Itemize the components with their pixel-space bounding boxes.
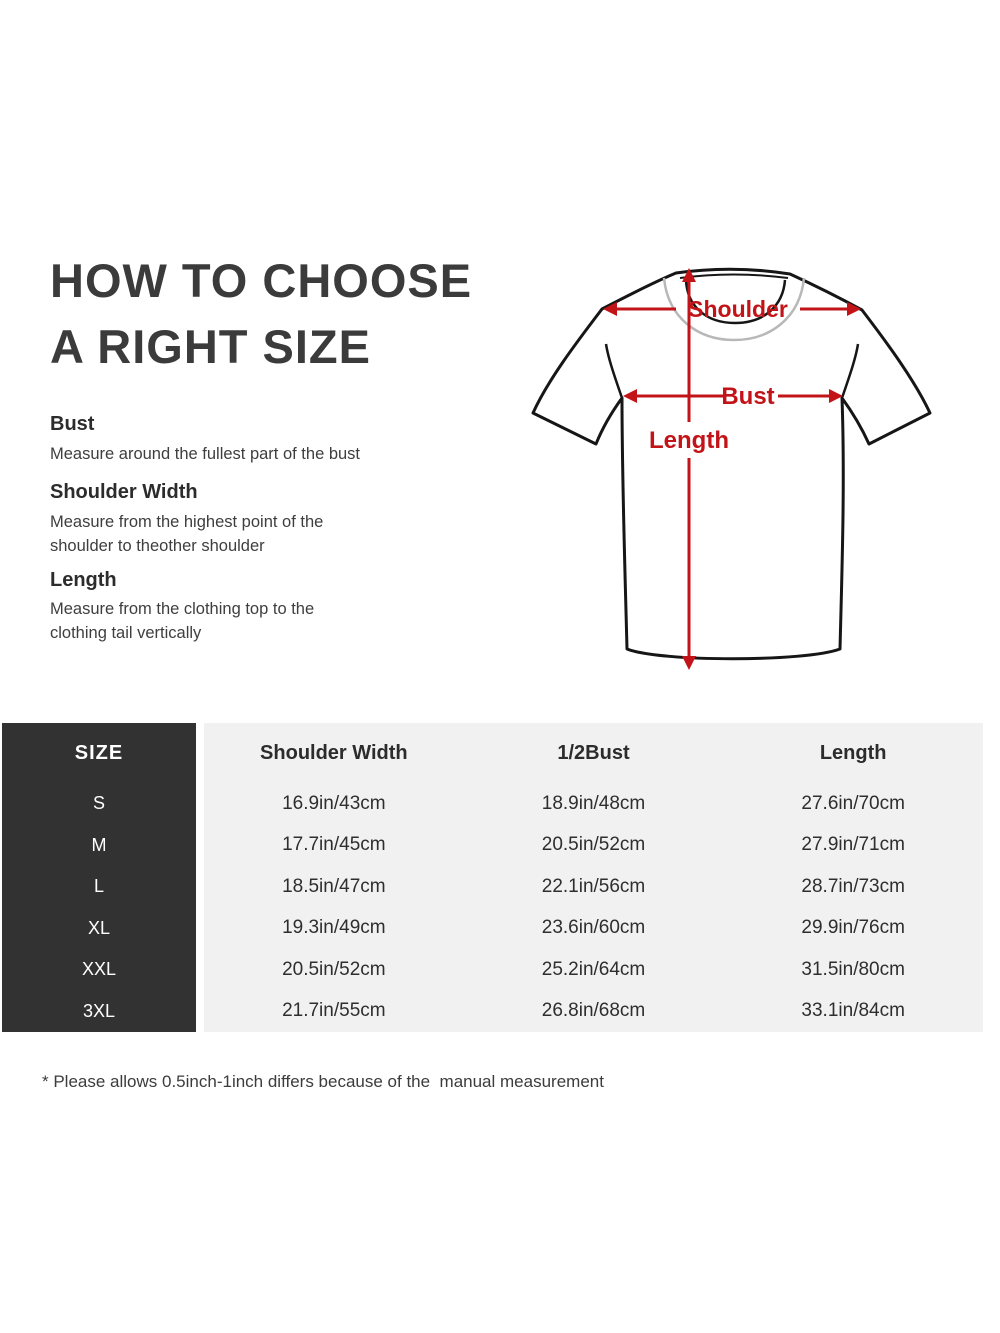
page-title: HOW TO CHOOSE A RIGHT SIZE — [50, 248, 472, 380]
size-label-s: S — [92, 793, 105, 814]
size-label-xxl: XXL — [81, 959, 117, 980]
length-description: Measure from the clothing top to the clo… — [50, 598, 314, 645]
cell-s-shoulder: 16.9in/43cm — [282, 792, 386, 814]
cell-s-length: 27.6in/70cm — [801, 792, 905, 814]
table-row-l: 18.5in/47cm 22.1in/56cm 28.7in/73cm — [204, 866, 983, 908]
left-armpit-seam — [604, 343, 624, 399]
shoulder-arrow-label: Shoulder — [688, 296, 788, 322]
length-description-line1: Measure from the clothing top to the — [50, 600, 315, 618]
shoulder-width-description-line1: Measure from the highest point of the — [50, 513, 324, 531]
size-label-3xl: 3XL — [82, 1000, 116, 1021]
size-label-l: L — [93, 876, 104, 897]
size-label-m: M — [91, 834, 107, 855]
length-description-line2: clothing tail vertically — [50, 623, 202, 642]
bust-description: Measure around the fullest part of the b… — [50, 445, 361, 463]
shoulder-arrowhead-left — [603, 302, 617, 316]
tshirt-measurement-diagram: Shoulder Bust Length — [531, 267, 932, 670]
shoulder-width-heading: Shoulder Width — [50, 481, 198, 503]
length-heading: Length — [50, 569, 117, 591]
table-row-xl: 19.3in/49cm 23.6in/60cm 29.9in/76cm — [204, 908, 983, 950]
size-label-xl: XL — [87, 917, 111, 938]
cell-xxl-length: 31.5in/80cm — [801, 958, 905, 980]
length-arrow-label: Length — [649, 427, 729, 454]
measurement-disclaimer: * Please allows 0.5inch-1inch differs be… — [42, 1072, 604, 1091]
table-row-xxl: 20.5in/52cm 25.2in/64cm 31.5in/80cm — [204, 949, 983, 991]
tshirt-outline-shape — [531, 267, 932, 661]
size-column-header: SIZE — [74, 741, 124, 764]
cell-3xl-bust: 26.8in/68cm — [541, 1000, 646, 1022]
cell-l-bust: 22.1in/56cm — [541, 875, 646, 897]
cell-xxl-shoulder: 20.5in/52cm — [282, 958, 386, 980]
right-armpit-seam — [840, 343, 860, 399]
bust-arrow-label: Bust — [721, 383, 774, 410]
length-arrowhead-top — [682, 268, 696, 282]
cell-xxl-bust: 25.2in/64cm — [541, 958, 646, 980]
bust-heading: Bust — [50, 413, 95, 435]
table-row-m: 17.7in/45cm 20.5in/52cm 27.9in/71cm — [204, 825, 983, 867]
cell-xl-length: 29.9in/76cm — [801, 917, 905, 939]
size-table-header-row: Shoulder Width 1/2Bust Length — [204, 723, 983, 783]
cell-m-bust: 20.5in/52cm — [541, 834, 646, 856]
cell-3xl-length: 33.1in/84cm — [801, 1000, 905, 1022]
length-arrowhead-bottom — [682, 656, 696, 670]
cell-xl-shoulder: 19.3in/49cm — [282, 917, 386, 939]
bust-arrowhead-right — [829, 389, 843, 403]
header-shoulder-width: Shoulder Width — [260, 741, 408, 764]
size-table-body: Shoulder Width 1/2Bust Length 16.9in/43c… — [204, 723, 983, 1032]
cell-m-length: 27.9in/71cm — [801, 834, 905, 856]
bust-arrowhead-left — [623, 389, 637, 403]
table-row-s: 16.9in/43cm 18.9in/48cm 27.6in/70cm — [204, 783, 983, 825]
shoulder-width-description-line2: shoulder to theother shoulder — [50, 536, 265, 555]
cell-l-shoulder: 18.5in/47cm — [282, 875, 386, 897]
cell-m-shoulder: 17.7in/45cm — [282, 834, 386, 856]
cell-xl-bust: 23.6in/60cm — [541, 917, 646, 939]
shoulder-width-description: Measure from the highest point of the sh… — [50, 511, 323, 558]
header-length: Length — [819, 741, 887, 764]
header-half-bust: 1/2Bust — [557, 741, 630, 764]
cell-l-length: 28.7in/73cm — [801, 875, 905, 897]
size-table-size-column: SIZE S M L XL XXL 3XL — [2, 723, 196, 1032]
cell-s-bust: 18.9in/48cm — [541, 792, 646, 814]
cell-3xl-shoulder: 21.7in/55cm — [282, 1000, 386, 1022]
page-title-line2: A RIGHT SIZE — [50, 320, 371, 373]
page-title-line1: HOW TO CHOOSE — [50, 254, 473, 307]
table-row-3xl: 21.7in/55cm 26.8in/68cm 33.1in/84cm — [204, 991, 983, 1033]
collar-opening-line — [684, 279, 787, 325]
shoulder-arrowhead-right — [847, 302, 861, 316]
